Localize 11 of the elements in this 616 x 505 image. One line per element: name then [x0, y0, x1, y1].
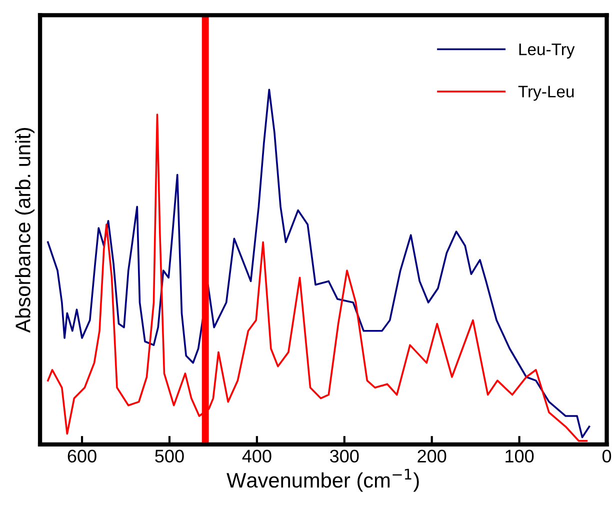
x-axis-title: Wavenumber (cm$^{−1}$) [226, 468, 419, 492]
legend-label: Try-Leu [518, 86, 574, 101]
legend-label: Leu-Try [519, 44, 575, 59]
x-tick-label: 200 [418, 450, 446, 463]
x-tick-label: 100 [506, 450, 534, 463]
x-tick-label: 300 [330, 450, 359, 463]
y-axis-title: Absorbance (arb. unit) [15, 128, 34, 333]
x-tick-label: 500 [155, 450, 184, 463]
x-tick-label: 400 [242, 450, 272, 463]
x-tick-label: 0 [602, 450, 612, 463]
x-tick-label: 600 [68, 450, 96, 463]
